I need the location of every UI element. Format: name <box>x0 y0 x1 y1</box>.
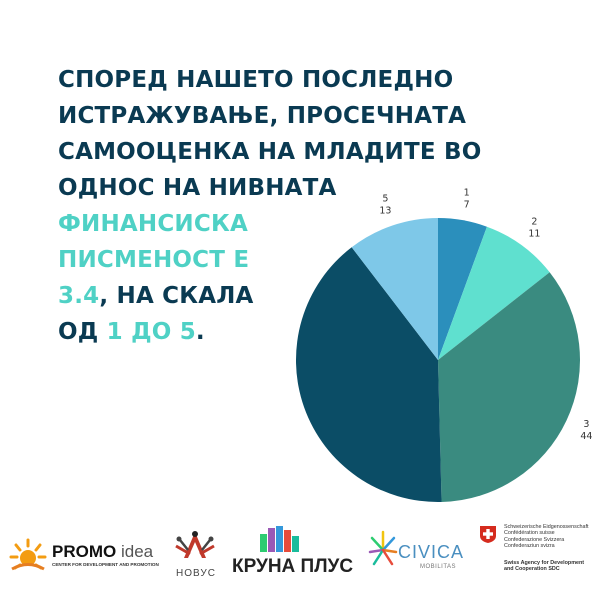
pie-slice-1 <box>438 218 487 360</box>
pie-slice-2 <box>438 226 550 360</box>
swiss-text-line: Schweizerische Eidgenossenschaft <box>504 524 589 530</box>
headline-text: , НА СКАЛА <box>99 283 254 309</box>
headline-line: ОД 1 ДО 5. <box>58 314 481 350</box>
kruna-plus-logo: КРУНА ПЛУС <box>230 524 355 584</box>
partner-logos: PROMO idea CENTER FOR DEVELOPMENT AND PR… <box>0 520 600 600</box>
headline-line: ИСТРАЖУВАЊЕ, ПРОСЕЧНАТА <box>58 103 467 129</box>
novus-logo-text: НОВУС <box>176 568 216 579</box>
swiss-sdc-logo: Schweizerische Eidgenossenschaft Confédé… <box>478 524 598 588</box>
promo-logo-text: PROMO idea <box>52 542 153 562</box>
slice-value-label: 7 <box>464 200 470 211</box>
headline: СПОРЕД НАШЕТО ПОСЛЕДНО ИСТРАЖУВАЊЕ, ПРОС… <box>58 62 481 350</box>
promo-logo-word: idea <box>120 542 154 561</box>
swiss-flag-icon <box>480 526 496 543</box>
civica-logo-text: CIVICA <box>398 542 465 562</box>
swiss-text-line: Confederaziun svizra <box>504 543 555 550</box>
swiss-confederation-text: Schweizerische Eidgenossenschaft Confédé… <box>504 524 589 550</box>
sun-icon <box>9 538 47 571</box>
scale-range: 1 ДО 5 <box>106 319 196 345</box>
headline-highlight: ПИСМЕНОСТ Е <box>58 247 250 273</box>
slice-value-label: 13 <box>379 206 391 217</box>
slice-category-label: 1 <box>464 188 470 199</box>
swiss-text-line: Confederazione Svizzera <box>504 536 565 543</box>
headline-highlight: ФИНАНСИСКА <box>58 211 248 237</box>
pie-slice-5 <box>351 218 438 360</box>
pie-slice-4 <box>295 247 442 502</box>
novus-logo: НОВУС <box>170 528 220 584</box>
pie-slice-3 <box>438 272 580 502</box>
headline-text: ОД <box>58 319 107 345</box>
civica-burst-icon <box>368 530 398 566</box>
slice-category-label: 5 <box>382 194 388 205</box>
slice-value-label: 44 <box>580 431 592 442</box>
novus-figures-icon <box>175 531 215 558</box>
promo-idea-logo: PROMO idea CENTER FOR DEVELOPMENT AND PR… <box>8 536 159 576</box>
swiss-text-line: Confédération suisse <box>504 530 555 537</box>
promo-logo-subtitle: CENTER FOR DEVELOPMENT AND PROMOTION <box>52 562 159 567</box>
kruna-bars-icon <box>260 526 299 552</box>
civica-mobilitas-logo: CIVICA MOBILITAS <box>368 528 468 584</box>
headline-line: ОДНОС НА НИВНАТА <box>58 175 337 201</box>
slice-value-label: 11 <box>528 228 540 239</box>
civica-logo-subtitle: MOBILITAS <box>420 564 457 570</box>
slice-category-label: 3 <box>583 419 589 430</box>
pie-chart: 17211344450513 <box>290 180 600 510</box>
slice-category-label: 2 <box>531 216 537 227</box>
headline-text: . <box>195 319 205 345</box>
kruna-logo-text: КРУНА ПЛУС <box>232 556 354 577</box>
swiss-agency-text: Swiss Agency for Development and Coopera… <box>504 560 584 573</box>
headline-line: СПОРЕД НАШЕТО ПОСЛЕДНО <box>58 67 454 93</box>
promo-logo-word: PROMO <box>52 542 117 561</box>
swiss-agency-line: and Cooperation SDC <box>504 566 560 573</box>
headline-line: САМООЦЕНКА НА МЛАДИТЕ ВО <box>58 139 482 165</box>
swiss-agency-line: Swiss Agency for Development <box>504 560 585 566</box>
average-score: 3.4 <box>58 283 100 309</box>
pie-chart-svg: 17211344450513 <box>295 188 592 502</box>
headline-line: 3.4, НА СКАЛА <box>58 278 481 314</box>
